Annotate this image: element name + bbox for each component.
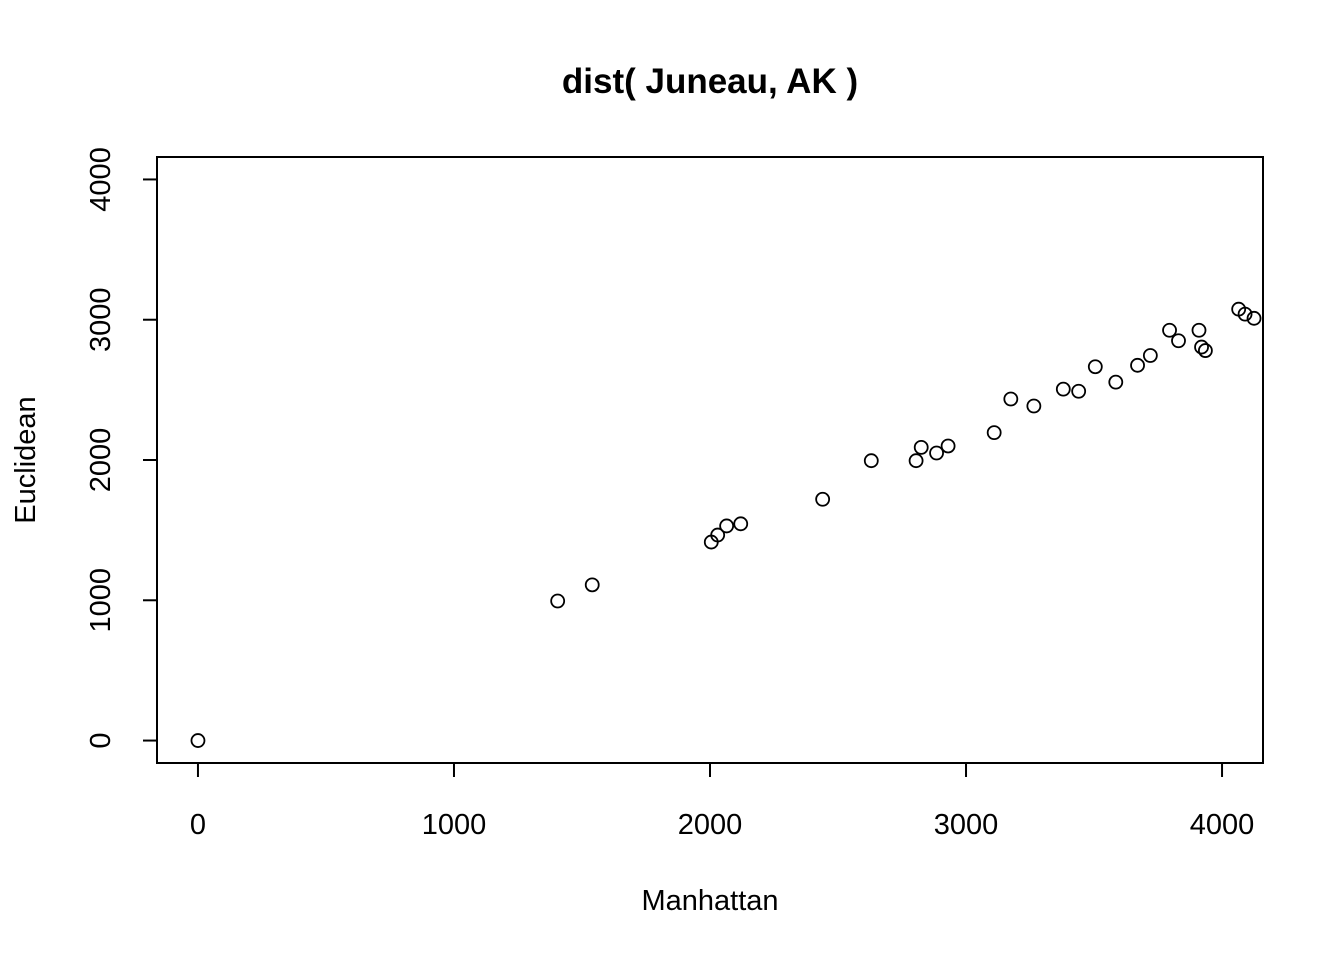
data-point	[190, 733, 206, 748]
data-point	[1197, 343, 1213, 358]
data-point	[929, 445, 944, 461]
data-point	[1026, 398, 1042, 414]
data-points	[190, 301, 1262, 748]
y-tick-label: 4000	[85, 147, 117, 212]
data-point	[1130, 357, 1145, 373]
data-point	[733, 516, 749, 532]
x-tick-label: 0	[190, 809, 206, 841]
data-point	[863, 453, 879, 469]
y-tick-label: 3000	[85, 287, 117, 352]
data-point	[1191, 322, 1207, 338]
y-tick-label: 0	[85, 732, 117, 748]
data-point	[815, 491, 831, 507]
data-point	[1142, 348, 1158, 363]
data-point	[1162, 322, 1177, 338]
data-point	[1003, 391, 1019, 407]
y-axis: 0 1000 2000 3000 4000	[85, 147, 158, 749]
x-tick-label: 2000	[678, 809, 743, 841]
data-point	[584, 577, 600, 593]
chart-title: dist( Juneau, AK )	[562, 62, 858, 101]
data-point	[719, 518, 735, 534]
data-point	[1071, 383, 1087, 399]
data-point	[986, 425, 1002, 441]
y-tick-label: 2000	[85, 428, 117, 493]
y-axis-label: Euclidean	[10, 396, 42, 523]
x-axis: 0 1000 2000 3000 4000	[190, 762, 1255, 841]
data-point	[908, 453, 924, 469]
data-point	[1108, 374, 1124, 390]
data-point	[1171, 333, 1186, 349]
data-point	[1055, 381, 1071, 397]
x-tick-label: 4000	[1190, 809, 1255, 841]
x-tick-label: 1000	[422, 809, 487, 841]
data-point	[1246, 310, 1262, 326]
data-point	[1087, 359, 1103, 375]
x-tick-label: 3000	[934, 809, 999, 841]
data-point	[940, 438, 956, 454]
x-axis-label: Manhattan	[641, 885, 778, 917]
data-point	[1237, 306, 1253, 322]
data-point	[1194, 339, 1209, 355]
data-point	[710, 527, 726, 543]
data-point	[550, 593, 566, 609]
plot-frame	[156, 156, 1264, 764]
y-tick-label: 1000	[85, 568, 117, 633]
data-point	[913, 439, 929, 455]
